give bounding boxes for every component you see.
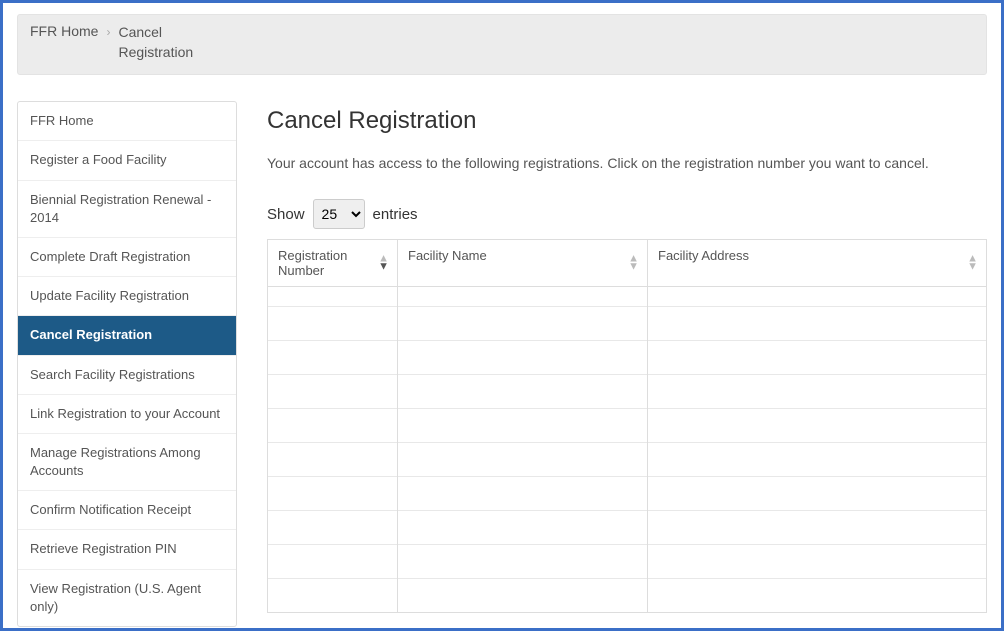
entries-label: entries	[373, 206, 418, 223]
breadcrumb-current: Cancel Registration	[118, 23, 208, 62]
table-row[interactable]	[268, 341, 987, 375]
sidebar-item-cancel-registration[interactable]: Cancel Registration	[18, 316, 236, 355]
sidebar-item-biennial-renewal[interactable]: Biennial Registration Renewal - 2014	[18, 181, 236, 238]
chevron-right-icon: ›	[106, 23, 110, 39]
table-row[interactable]	[268, 511, 987, 545]
sidebar-item-link-registration[interactable]: Link Registration to your Account	[18, 395, 236, 434]
col-header-facility-name[interactable]: Facility Name ▲▼	[398, 240, 648, 287]
sidebar-item-update-facility[interactable]: Update Facility Registration	[18, 277, 236, 316]
sidebar-item-ffr-home[interactable]: FFR Home	[18, 102, 236, 141]
breadcrumb-home-link[interactable]: FFR Home	[30, 23, 98, 39]
sidebar-nav: FFR Home Register a Food Facility Bienni…	[17, 101, 237, 627]
table-row[interactable]	[268, 579, 987, 613]
entries-control: Show 25 entries	[267, 199, 987, 229]
col-header-registration-number[interactable]: Registration Number ▲▼	[268, 240, 398, 287]
sidebar-item-register-facility[interactable]: Register a Food Facility	[18, 141, 236, 180]
sidebar-item-complete-draft[interactable]: Complete Draft Registration	[18, 238, 236, 277]
table-row[interactable]	[268, 307, 987, 341]
sort-icon: ▲▼	[967, 256, 978, 271]
table-row[interactable]	[268, 545, 987, 579]
sidebar-item-manage-registrations[interactable]: Manage Registrations Among Accounts	[18, 434, 236, 491]
page-title: Cancel Registration	[267, 107, 987, 135]
table-row[interactable]	[268, 409, 987, 443]
sidebar-item-search-facility[interactable]: Search Facility Registrations	[18, 356, 236, 395]
col-header-facility-address[interactable]: Facility Address ▲▼	[648, 240, 987, 287]
registrations-table: Registration Number ▲▼ Facility Name ▲▼	[267, 239, 987, 613]
sort-icon: ▲▼	[628, 256, 639, 271]
sidebar-item-view-registration[interactable]: View Registration (U.S. Agent only)	[18, 570, 236, 626]
page-size-select[interactable]: 25	[313, 199, 365, 229]
table-row[interactable]	[268, 443, 987, 477]
main-content: Cancel Registration Your account has acc…	[267, 101, 987, 627]
table-row[interactable]	[268, 477, 987, 511]
sidebar-item-confirm-receipt[interactable]: Confirm Notification Receipt	[18, 491, 236, 530]
show-label: Show	[267, 206, 305, 223]
sort-icon: ▲▼	[378, 256, 389, 271]
table-row[interactable]	[268, 375, 987, 409]
table-row[interactable]	[268, 287, 987, 307]
page-subtitle: Your account has access to the following…	[267, 155, 987, 171]
breadcrumb: FFR Home › Cancel Registration	[17, 14, 987, 75]
sidebar-item-retrieve-pin[interactable]: Retrieve Registration PIN	[18, 530, 236, 569]
